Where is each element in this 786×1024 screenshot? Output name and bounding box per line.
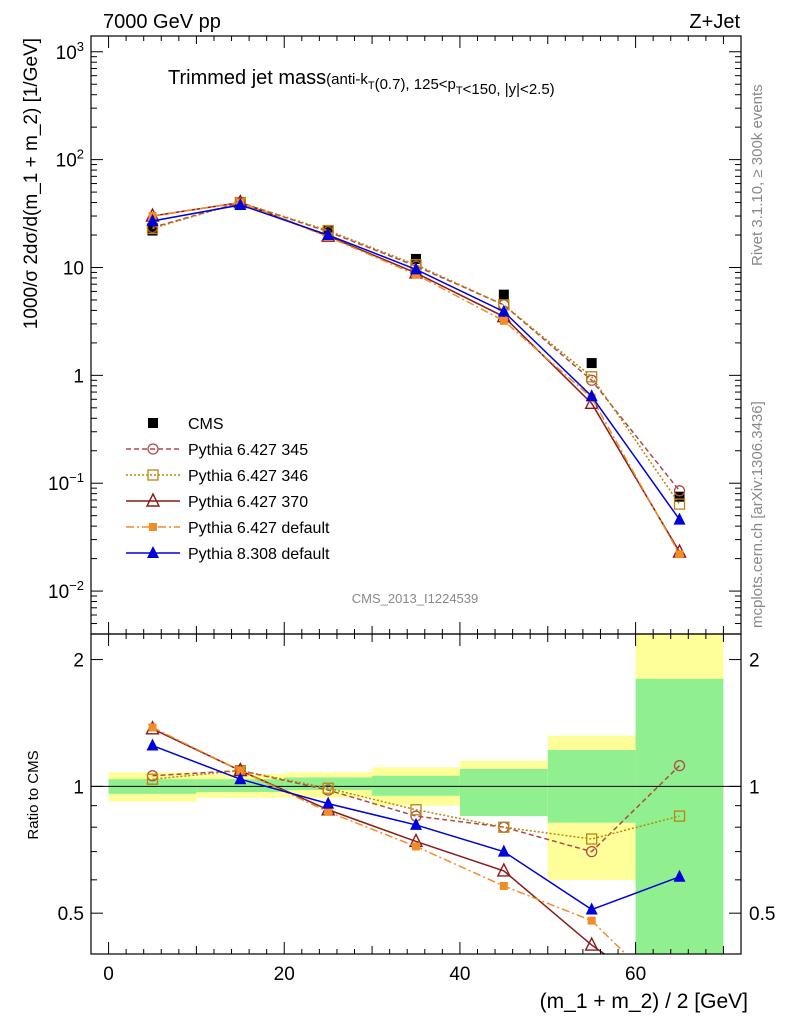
ratio-y-tick-label: 1 xyxy=(73,777,84,798)
legend-marker-p345 xyxy=(147,443,159,455)
ratio-frame xyxy=(90,633,742,955)
ratio-point-p346-5 xyxy=(586,833,598,845)
main-point-p8-4 xyxy=(497,304,510,317)
y-tick-label: 10−2 xyxy=(48,578,84,603)
ratio-point-pdef-2 xyxy=(324,807,333,816)
y-tick-label: 102 xyxy=(56,147,84,172)
main-point-pdef-6 xyxy=(675,550,684,559)
watermark: CMS_2013_I1224539 xyxy=(352,591,479,606)
ratio-point-p8-0 xyxy=(146,738,159,751)
main-point-p8-0 xyxy=(146,213,159,226)
main-point-cms-4 xyxy=(498,289,509,300)
x-axis-label: (m_1 + m_2) / 2 [GeV] xyxy=(540,990,748,1013)
x-tick-label: 0 xyxy=(103,964,114,985)
plot-frames xyxy=(90,35,742,955)
main-point-cms-0 xyxy=(147,225,158,236)
ratio-point-pdef-3 xyxy=(412,842,420,851)
main-point-cms-6 xyxy=(674,491,685,502)
ratio-point-p8-5 xyxy=(585,902,598,915)
ratio-y-tick-label: 2 xyxy=(73,651,84,672)
main-point-p346-6 xyxy=(673,498,686,510)
band-green xyxy=(196,779,285,792)
y-tick-label: 10 xyxy=(63,258,84,279)
ratio-point-p370-5 xyxy=(584,936,599,951)
y-axis-label-bottom: Ratio to CMS xyxy=(25,750,42,839)
ratio-point-p346-6 xyxy=(673,810,686,822)
main-point-p8-1 xyxy=(234,197,247,210)
legend-label-p346: Pythia 6.427 346 xyxy=(188,468,308,485)
band-green xyxy=(372,775,460,796)
ratio-point-p8-4 xyxy=(497,844,510,857)
ratio-point-pdef-5 xyxy=(587,916,596,925)
title-detail: (anti-kT(0.7), 125<pT<150, |y|<2.5) xyxy=(326,71,555,98)
main-point-p8-3 xyxy=(410,262,422,275)
x-tick-label: 40 xyxy=(449,964,470,985)
ratio-point-p8-6 xyxy=(673,869,686,882)
ratio-y-tick-label-right: 1 xyxy=(749,777,760,798)
main-point-p8-6 xyxy=(673,512,686,525)
legend-marker-cms xyxy=(148,418,158,428)
legend: CMS Pythia 6.427 345 Pythia 6.427 346 Pythi… xyxy=(126,416,330,563)
main-point-pdef-3 xyxy=(412,270,420,279)
legend-label-p345: Pythia 6.427 345 xyxy=(188,442,308,459)
legend-marker-pdef xyxy=(149,523,157,531)
ratio-point-p346-2 xyxy=(322,782,334,794)
mcplots-label: mcplots.cern.ch [arXiv:1306.3436] xyxy=(749,401,766,628)
legend-marker-p370 xyxy=(145,492,161,507)
x-tick-label: 60 xyxy=(625,964,646,985)
ratio-point-p370-4 xyxy=(496,862,511,877)
main-point-p345-6 xyxy=(673,485,686,497)
main-point-cms-5 xyxy=(586,358,597,369)
ratio-point-p346-0 xyxy=(146,773,159,785)
legend-label-pdef: Pythia 6.427 default xyxy=(188,520,330,537)
ratio-uncertainty-bands xyxy=(91,634,741,954)
ratio-y-tick-label: 0.5 xyxy=(58,904,84,925)
main-point-cms-3 xyxy=(411,253,421,264)
ratio-point-p346-3 xyxy=(410,804,422,816)
ratio-point-p345-5 xyxy=(586,845,598,858)
rivet-label: Rivet 3.1.10, ≥ 300k events xyxy=(749,84,766,266)
ratio-point-pdef-1 xyxy=(236,766,245,775)
ratio-point-p8-2 xyxy=(322,796,335,809)
y-tick-label: 1 xyxy=(73,366,84,387)
band-green xyxy=(459,768,548,817)
legend-label-cms: CMS xyxy=(188,416,224,433)
main-frame xyxy=(90,35,742,635)
x-tick-label: 20 xyxy=(274,964,295,985)
ratio-point-pdef-0 xyxy=(148,723,157,732)
y-tick-label: 103 xyxy=(56,39,84,64)
ratio-series xyxy=(145,720,686,954)
ratio-point-p346-4 xyxy=(498,821,510,833)
ratio-point-p345-6 xyxy=(673,759,686,772)
legend-label-p370: Pythia 6.427 370 xyxy=(188,494,308,511)
main-series xyxy=(145,193,687,559)
y-tick-label: 10−1 xyxy=(48,470,84,495)
legend-label-p8: Pythia 8.308 default xyxy=(188,546,330,563)
main-line-p346 xyxy=(152,201,681,505)
main-point-p8-2 xyxy=(322,228,335,241)
header-right: Z+Jet xyxy=(689,11,740,33)
y-axis-label-top: 1000/σ 2dσ/d(m_1 + m_2) [1/GeV] xyxy=(21,38,42,329)
main-point-p8-5 xyxy=(585,389,598,402)
chart-title: Trimmed jet mass(anti-kT(0.7), 125<pT<15… xyxy=(168,67,555,98)
legend-marker-p346 xyxy=(147,469,159,481)
ratio-point-p8-1 xyxy=(234,772,247,785)
ratio-point-pdef-4 xyxy=(499,882,508,891)
ratio-y-tick-label-right: 0.5 xyxy=(749,904,775,925)
ratio-y-tick-label-right: 2 xyxy=(749,651,760,672)
main-point-p346-5 xyxy=(586,371,598,383)
header-left: 7000 GeV pp xyxy=(103,11,221,33)
ratio-line-p345 xyxy=(152,765,681,853)
title-main: Trimmed jet mass xyxy=(168,67,326,89)
main-point-pdef-4 xyxy=(499,316,508,325)
ratio-point-p8-3 xyxy=(410,817,422,830)
legend-marker-p8 xyxy=(147,546,159,558)
